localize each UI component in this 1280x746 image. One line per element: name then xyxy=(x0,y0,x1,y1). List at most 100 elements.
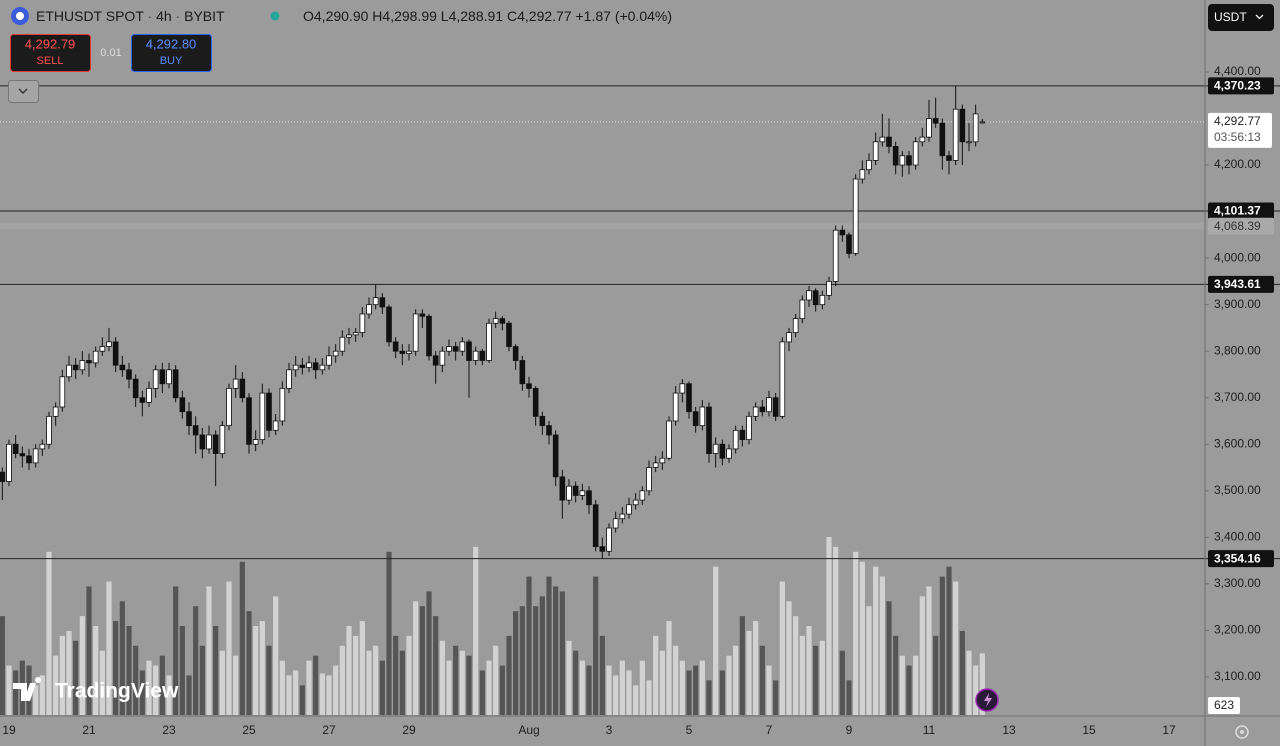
volume-bar xyxy=(86,586,92,715)
x-tick-label: 3 xyxy=(606,723,613,737)
volume-bar xyxy=(706,680,712,715)
volume-bar xyxy=(133,645,139,715)
symbol[interactable]: ETHUSDT SPOT xyxy=(36,8,144,24)
x-tick-label: 25 xyxy=(242,723,256,737)
volume-bar xyxy=(959,630,965,715)
volume-bar xyxy=(646,680,652,715)
candle-body xyxy=(72,364,79,371)
logo xyxy=(13,677,42,701)
marker-label: 4,068.39 xyxy=(1214,219,1261,233)
currency-box[interactable] xyxy=(1208,4,1274,31)
change: +1.87 (+0.04%) xyxy=(576,8,673,24)
interval[interactable]: 4h xyxy=(156,8,172,24)
collapse-button[interactable] xyxy=(8,80,39,103)
volume-bar xyxy=(499,665,505,715)
volume-bar xyxy=(833,546,839,715)
volume-bar xyxy=(699,660,705,715)
watermark: TradingView xyxy=(13,677,179,703)
level-label: 3,943.61 xyxy=(1214,277,1261,291)
collapse-box[interactable] xyxy=(8,80,39,103)
candle-body xyxy=(359,313,366,333)
volume-bar xyxy=(113,621,119,715)
chevron xyxy=(1255,14,1264,20)
candle-body xyxy=(252,439,259,445)
candle-body xyxy=(892,146,899,166)
volume-bar xyxy=(879,576,885,715)
currency[interactable]: USDT xyxy=(1214,10,1247,24)
candle-body xyxy=(439,350,446,366)
volume-bar xyxy=(359,621,365,715)
candle-body xyxy=(772,397,779,417)
candle-body xyxy=(799,299,806,320)
candle-body xyxy=(566,485,572,501)
volume-bar xyxy=(353,635,359,715)
candle-body xyxy=(372,297,379,306)
x-tick-label: 7 xyxy=(766,723,773,737)
volume-bar xyxy=(0,616,5,715)
level-label: 4,101.37 xyxy=(1214,204,1261,218)
y-tick-label: 3,200.00 xyxy=(1214,623,1261,637)
candle-body xyxy=(279,388,286,422)
gear[interactable] xyxy=(1235,725,1249,739)
volume-label-box xyxy=(1208,697,1240,714)
candle-body xyxy=(726,448,732,459)
candle-body xyxy=(339,336,346,352)
volume-bar xyxy=(626,670,632,715)
y-tick-label: 3,900.00 xyxy=(1214,297,1261,311)
volume-bar xyxy=(419,606,425,715)
candle-body xyxy=(792,318,799,333)
candle-body xyxy=(679,383,686,394)
volume-bar xyxy=(379,660,385,715)
volume-bar xyxy=(413,601,419,715)
candle-body xyxy=(852,178,859,254)
candle-body xyxy=(972,113,979,143)
candle-body xyxy=(486,322,492,361)
level-label: 4,370.23 xyxy=(1214,79,1261,93)
volume-bar xyxy=(239,561,245,715)
exchange: BYBIT xyxy=(184,8,225,24)
currency-selector[interactable]: USDT xyxy=(1208,4,1274,31)
volume-bar xyxy=(446,660,452,715)
buy-button[interactable]: 4,292.80 BUY xyxy=(131,34,212,72)
candle-body xyxy=(606,527,612,552)
volume-bar xyxy=(333,665,339,715)
sell-button[interactable]: 4,292.79 SELL xyxy=(10,34,91,72)
buy-button-box[interactable] xyxy=(131,34,212,72)
level-label-box xyxy=(1208,550,1274,568)
x-tick-label: 9 xyxy=(846,723,853,737)
candle-body xyxy=(266,392,272,431)
volume-bar xyxy=(259,621,265,715)
volume-bar xyxy=(759,645,765,715)
volume-bar xyxy=(793,616,799,715)
volume-bar xyxy=(99,650,105,715)
x-tick-label: 13 xyxy=(1002,723,1016,737)
settings-button[interactable] xyxy=(1235,725,1249,739)
candle-body xyxy=(312,362,319,371)
price-axis: 4,400.00 4,200.00 4,000.00 3,900.00 3,800.00… xyxy=(1205,64,1274,714)
sell-button-box[interactable] xyxy=(10,34,91,72)
marker-label-box xyxy=(1208,217,1274,235)
volume-bar xyxy=(306,660,312,715)
sell-label[interactable]: SELL xyxy=(37,55,64,67)
candle-body xyxy=(946,155,952,161)
volume-bar xyxy=(153,665,159,715)
volume-bar xyxy=(926,586,932,715)
candle-body xyxy=(552,434,559,478)
alert-button[interactable] xyxy=(975,688,999,712)
volume-bar xyxy=(739,616,745,715)
candle-body xyxy=(512,346,519,361)
candle-body xyxy=(519,360,526,385)
gear-hub xyxy=(1240,730,1244,734)
volume-bar xyxy=(733,645,739,715)
sell-price[interactable]: 4,292.79 xyxy=(25,36,76,51)
buy-label[interactable]: BUY xyxy=(160,55,183,67)
candle-body xyxy=(226,388,232,427)
candle-body xyxy=(559,476,566,501)
candle-body xyxy=(692,411,699,427)
candle-body xyxy=(86,360,92,364)
volume-bar xyxy=(639,660,645,715)
y-tick-label: 4,200.00 xyxy=(1214,157,1261,171)
buy-price[interactable]: 4,292.80 xyxy=(146,36,197,51)
candle-body xyxy=(626,504,632,515)
candles xyxy=(0,85,986,559)
